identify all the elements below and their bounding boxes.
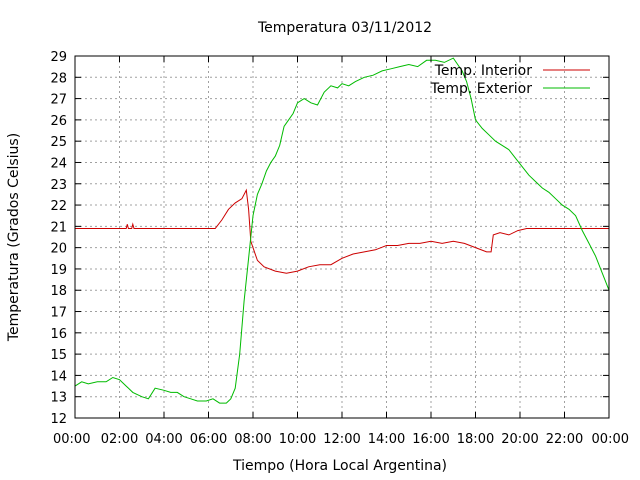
x-tick-label: 04:00 [145, 432, 182, 447]
x-tick-label: 16:00 [412, 432, 449, 447]
y-tick-label: 24 [50, 156, 67, 171]
y-tick-label: 13 [50, 391, 67, 406]
series-line-exterior [74, 57, 610, 404]
x-tick-label: 00:00 [592, 432, 629, 447]
y-tick-label: 25 [50, 135, 67, 150]
y-tick-label: 14 [50, 369, 67, 384]
x-axis-label: Tiempo (Hora Local Argentina) [232, 458, 447, 474]
y-tick-label: 22 [50, 199, 67, 214]
x-tick-label: 12:00 [323, 432, 360, 447]
y-tick-label: 15 [50, 348, 67, 363]
x-tick-label: 22:00 [546, 432, 583, 447]
legend: Temp. Interior Temp. Exterior [430, 63, 590, 97]
grid [75, 56, 609, 418]
y-tick-label: 19 [50, 263, 67, 278]
x-tick-label: 14:00 [368, 432, 405, 447]
legend-label: Temp. Exterior [430, 81, 533, 97]
legend-label: Temp. Interior [434, 63, 533, 79]
y-tick-label: 12 [50, 412, 67, 427]
y-tick-label: 27 [50, 93, 67, 108]
x-tick-label: 20:00 [501, 432, 538, 447]
y-tick-label: 18 [50, 284, 67, 299]
x-tick-label: 10:00 [279, 432, 316, 447]
y-tick-label: 21 [50, 220, 67, 235]
y-axis-label: Temperatura (Grados Celsius) [6, 133, 22, 342]
y-tick-label: 16 [50, 327, 67, 342]
y-tick-label: 26 [50, 114, 67, 129]
axis-ticks: 12 13 14 15 16 17 18 19 20 21 22 23 24 25 26 27 28 29 00:0… [50, 50, 629, 447]
y-tick-label: 17 [50, 306, 67, 321]
x-tick-label: 18:00 [457, 432, 494, 447]
y-tick-label: 20 [50, 242, 67, 257]
chart-title: Temperatura 03/11/2012 [257, 20, 432, 36]
y-tick-label: 23 [50, 178, 67, 193]
x-tick-label: 06:00 [190, 432, 227, 447]
y-tick-label: 29 [50, 50, 67, 65]
x-tick-label: 02:00 [101, 432, 138, 447]
y-tick-label: 28 [50, 71, 67, 86]
series-line-interior [75, 188, 609, 274]
x-tick-label: 08:00 [234, 432, 271, 447]
x-tick-label: 00:00 [53, 432, 90, 447]
series-lines [74, 57, 610, 404]
